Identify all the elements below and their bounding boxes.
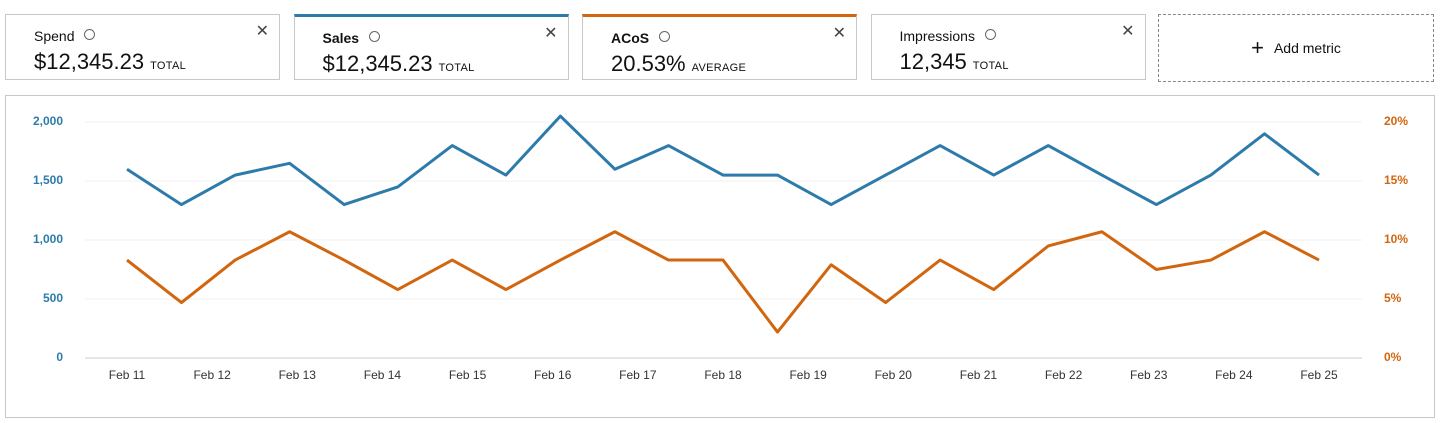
close-button[interactable]: ✕ [544,25,558,42]
x-tick-label: Feb 18 [704,368,742,382]
x-tick-label: Feb 22 [1045,368,1083,382]
x-tick-label: Feb 21 [960,368,998,382]
x-tick-label: Feb 13 [279,368,317,382]
metric-name-row: Spend [34,28,96,44]
close-button[interactable]: ✕ [255,23,269,40]
metric-value: 12,345 [899,49,967,74]
series-line [126,114,1320,207]
metric-value-row: $12,345.23 TOTAL [34,49,186,75]
y-tick-label: 500 [43,291,63,305]
metric-unit: TOTAL [972,60,1009,72]
y-tick-label: 0 [56,350,63,364]
metric-value-row: $12,345.23 TOTAL [323,51,475,77]
metric-value: 20.53% [611,51,686,76]
metric-unit: TOTAL [150,60,187,72]
x-tick-label: Feb 15 [449,368,487,382]
add-metric[interactable]: + Add metric [1158,14,1434,82]
y2-tick-label: 5% [1384,291,1402,305]
x-tick-label: Feb 24 [1215,368,1253,382]
x-tick-label: Feb 14 [364,368,402,382]
x-tick-label: Feb 23 [1130,368,1168,382]
plus-icon: + [1251,35,1264,60]
series-line [126,230,1320,334]
y-tick-label: 2,000 [33,114,63,128]
close-button[interactable]: ✕ [1121,23,1135,40]
metric-card[interactable]: Sales $12,345.23 TOTAL ✕ [293,14,569,80]
info-icon [84,29,96,40]
metric-unit: TOTAL [438,62,475,74]
metric-name: Sales [322,30,360,46]
close-button[interactable]: ✕ [832,25,846,42]
y2-tick-label: 0% [1384,350,1402,364]
metric-value-row: 20.53% AVERAGE [611,51,746,77]
info-icon [984,29,996,40]
chart-box [5,95,1435,418]
x-tick-label: Feb 19 [789,368,827,382]
metric-name: ACoS [611,30,650,46]
x-tick-label: Feb 20 [875,368,913,382]
x-tick-label: Feb 16 [534,368,572,382]
metric-name-row: Impressions [900,28,996,44]
y-tick-label: 1,000 [33,232,63,246]
y2-tick-label: 15% [1384,173,1408,187]
metric-name-row: ACoS [611,30,671,46]
x-tick-label: Feb 12 [193,368,231,382]
metric-card[interactable]: ACoS 20.53% AVERAGE ✕ [582,14,857,80]
y2-tick-label: 10% [1384,232,1408,246]
info-icon [369,31,381,42]
y2-tick-label: 20% [1384,114,1408,128]
metric-unit: AVERAGE [691,62,747,74]
add-metric-label: Add metric [1273,40,1341,56]
info-icon [659,31,671,42]
y-tick-label: 1,500 [33,173,63,187]
metric-value: $12,345.23 [34,49,145,74]
x-tick-label: Feb 17 [619,368,657,382]
metric-name-row: Sales [323,30,381,46]
metric-value-row: 12,345 TOTAL [900,49,1009,75]
metric-value: $12,345.23 [322,51,433,76]
metric-card[interactable]: Impressions 12,345 TOTAL ✕ [870,14,1146,80]
metric-name: Impressions [899,28,975,44]
x-tick-label: Feb 25 [1300,368,1338,382]
metric-name: Spend [34,28,75,44]
x-tick-label: Feb 11 [109,368,146,382]
metric-card[interactable]: Spend $12,345.23 TOTAL ✕ [5,14,280,80]
